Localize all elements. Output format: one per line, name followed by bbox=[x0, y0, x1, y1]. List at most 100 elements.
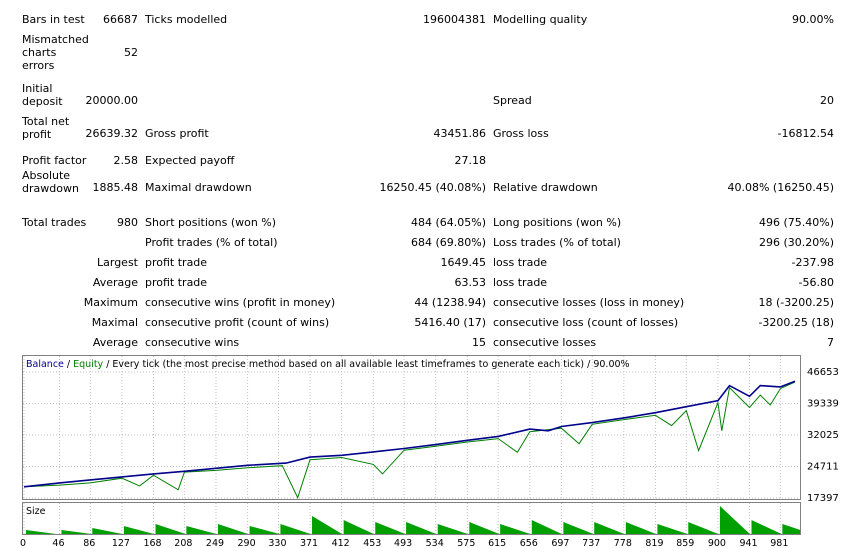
x-tick-label-19: 778 bbox=[614, 538, 632, 548]
average-consec-mid-value: 15 bbox=[472, 336, 486, 349]
initial-deposit-label: Initial deposit bbox=[22, 82, 63, 108]
balance-equity-chart: Balance / Equity / Every tick (the most … bbox=[22, 355, 801, 500]
size-bar-4 bbox=[155, 524, 186, 534]
total-trades-value: 980 bbox=[117, 216, 138, 229]
absolute-drawdown-label: Absolute drawdown bbox=[22, 169, 79, 195]
bars-in-test-mid-value: 196004381 bbox=[423, 13, 486, 26]
y-tick-label-2: 32025 bbox=[807, 430, 839, 441]
x-tick-label-13: 534 bbox=[426, 538, 444, 548]
absolute-drawdown-mid-label: Maximal drawdown bbox=[145, 181, 252, 194]
maximal-right-value: -3200.25 (18) bbox=[758, 316, 834, 329]
average-consec-mid-label: consecutive wins bbox=[145, 336, 240, 349]
series-equity-line bbox=[23, 381, 796, 499]
size-bar-11 bbox=[375, 522, 406, 534]
maximum-prefix: Maximum bbox=[83, 296, 138, 309]
bars-in-test-value: 66687 bbox=[103, 13, 138, 26]
size-bar-17 bbox=[563, 522, 594, 534]
largest-right-label: loss trade bbox=[493, 256, 548, 269]
profit-factor-label: Profit factor bbox=[22, 154, 87, 167]
bars-in-test-label: Bars in test bbox=[22, 13, 85, 26]
y-tick-label-4: 17397 bbox=[807, 493, 839, 504]
x-tick-label-24: 981 bbox=[770, 538, 788, 548]
total-net-profit-right-value: -16812.54 bbox=[777, 127, 834, 140]
x-tick-label-21: 859 bbox=[676, 538, 694, 548]
y-tick-label-0: 46653 bbox=[807, 367, 839, 378]
total-trades-mid-label: Short positions (won %) bbox=[145, 216, 277, 229]
largest-prefix: Largest bbox=[97, 256, 138, 269]
x-tick-label-18: 737 bbox=[582, 538, 600, 548]
chart-canvas: Balance / Equity / Every tick (the most … bbox=[23, 356, 800, 499]
x-tick-label-3: 127 bbox=[112, 538, 130, 548]
average-right-label: loss trade bbox=[493, 276, 548, 289]
absolute-drawdown-mid-value: 16250.45 (40.08%) bbox=[379, 181, 486, 194]
bars-in-test-right-value: 90.00% bbox=[792, 13, 834, 26]
total-net-profit-label: Total net profit bbox=[22, 115, 70, 141]
total-net-profit-mid-label: Gross profit bbox=[145, 127, 209, 140]
total-trades-right-label: Long positions (won %) bbox=[493, 216, 622, 229]
x-axis: 0 46 86 127 168 208 249 290 330 371 412 453 493 534 57… bbox=[20, 538, 788, 548]
maximal-mid-value: 5416.40 (17) bbox=[414, 316, 486, 329]
profit-trades-mid-value: 684 (69.80%) bbox=[410, 236, 486, 249]
x-tick-label-9: 371 bbox=[300, 538, 318, 548]
total-trades-right-value: 496 (75.40%) bbox=[758, 216, 834, 229]
x-tick-label-10: 412 bbox=[332, 538, 350, 548]
size-bar-3 bbox=[123, 526, 154, 534]
initial-deposit-value: 20000.00 bbox=[85, 94, 139, 107]
x-tick-label-8: 330 bbox=[268, 538, 286, 548]
size-bar-22 bbox=[719, 506, 750, 534]
absolute-drawdown-value: 1885.48 bbox=[92, 181, 139, 194]
size-bar-8 bbox=[280, 524, 311, 534]
report-table: Bars in test 66687 Ticks modelled 196004381… bbox=[22, 13, 834, 349]
x-tick-label-16: 656 bbox=[520, 538, 538, 548]
legend-rest: / Every tick (the most precise method ba… bbox=[103, 359, 629, 370]
largest-mid-label: profit trade bbox=[145, 256, 208, 269]
x-tick-label-17: 697 bbox=[551, 538, 569, 548]
average-consec-right-value: 7 bbox=[827, 336, 834, 349]
profit-factor-mid-label: Expected payoff bbox=[145, 154, 235, 167]
y-tick-label-3: 24711 bbox=[807, 462, 839, 473]
mismatched-label: Mismatched charts errors bbox=[22, 33, 89, 72]
size-bar-2 bbox=[92, 528, 123, 534]
profit-trades-right-value: 296 (30.20%) bbox=[758, 236, 834, 249]
size-bar-16 bbox=[531, 520, 562, 534]
largest-right-value: -237.98 bbox=[791, 256, 834, 269]
total-net-profit-value: 26639.32 bbox=[85, 127, 139, 140]
x-tick-label-1: 46 bbox=[52, 538, 64, 548]
initial-deposit-right-value: 20 bbox=[820, 94, 834, 107]
profit-factor-mid-value: 27.18 bbox=[454, 154, 487, 167]
size-bar-13 bbox=[437, 524, 468, 534]
size-canvas: Size bbox=[23, 503, 813, 534]
average-prefix: Average bbox=[92, 276, 138, 289]
maximum-right-value: 18 (-3200.25) bbox=[758, 296, 834, 309]
x-tick-label-11: 453 bbox=[363, 538, 381, 548]
legend-equity: Equity bbox=[73, 359, 103, 370]
initial-deposit-right-label: Spread bbox=[493, 94, 532, 107]
x-tick-label-12: 493 bbox=[394, 538, 412, 548]
x-tick-label-5: 208 bbox=[174, 538, 192, 548]
size-bar-10 bbox=[343, 520, 374, 534]
size-bar-21 bbox=[688, 522, 719, 534]
chart-legend: Balance / Equity / Every tick (the most … bbox=[26, 359, 630, 370]
average-mid-value: 63.53 bbox=[454, 276, 487, 289]
size-bar-9 bbox=[312, 516, 343, 534]
maximal-right-label: consecutive loss (count of losses) bbox=[493, 316, 679, 329]
x-tick-label-22: 900 bbox=[708, 538, 726, 548]
size-label: Size bbox=[26, 506, 46, 517]
x-tick-label-2: 86 bbox=[83, 538, 95, 548]
size-bar-15 bbox=[500, 524, 531, 534]
x-tick-label-23: 941 bbox=[739, 538, 757, 548]
legend-balance: Balance bbox=[26, 359, 64, 370]
total-net-profit-right-label: Gross loss bbox=[493, 127, 549, 140]
size-bar-12 bbox=[406, 522, 437, 534]
size-bar-0 bbox=[26, 530, 56, 534]
y-axis: 46653 39339 32025 24711 17397 bbox=[807, 367, 839, 504]
size-bar-14 bbox=[469, 522, 500, 534]
size-bar-1 bbox=[61, 530, 92, 534]
largest-mid-value: 1649.45 bbox=[440, 256, 487, 269]
size-bar-18 bbox=[594, 522, 625, 534]
x-tick-label-4: 168 bbox=[143, 538, 161, 548]
x-tick-label-7: 290 bbox=[238, 538, 256, 548]
average-consec-right-label: consecutive losses bbox=[493, 336, 597, 349]
size-bar-5 bbox=[186, 526, 217, 534]
total-trades-label: Total trades bbox=[22, 216, 87, 229]
